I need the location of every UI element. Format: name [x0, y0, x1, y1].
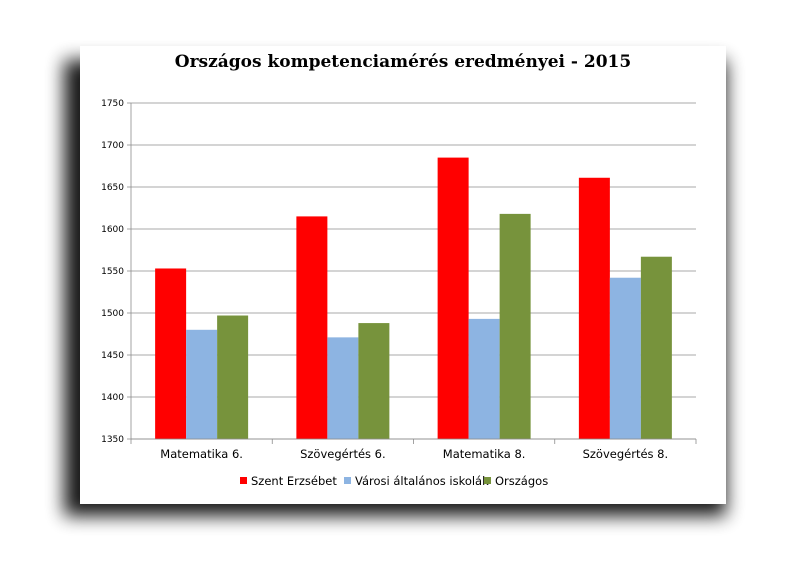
- y-tick-label: 1450: [101, 351, 124, 361]
- bar: [499, 213, 531, 439]
- y-tick-label: 1500: [101, 309, 124, 319]
- chart-title: Országos kompetenciamérés eredményei - 2…: [174, 52, 632, 72]
- x-axis: [130, 438, 697, 444]
- x-axis-labels: Matematika 6. Szövegértés 6. Matematika 8.…: [160, 447, 668, 461]
- y-axis-ticks: 1350 1400 1450 1500 1550 1600 1650 1700 1750: [101, 99, 132, 445]
- legend-label: Városi általános iskolák: [355, 474, 489, 488]
- bar: [186, 329, 218, 439]
- bars: [155, 157, 672, 439]
- x-tick-label: Matematika 8.: [443, 447, 526, 461]
- bar: [155, 268, 187, 439]
- bar: [609, 277, 641, 439]
- legend-swatch: [240, 477, 247, 484]
- legend-swatch: [344, 477, 351, 484]
- y-tick-label: 1550: [101, 267, 124, 277]
- legend-swatch: [484, 477, 491, 484]
- x-tick-label: Szövegértés 8.: [583, 447, 669, 461]
- bar: [640, 256, 672, 439]
- bar: [296, 216, 328, 439]
- bar: [578, 177, 610, 439]
- bar: [327, 337, 359, 439]
- y-tick-label: 1650: [101, 183, 124, 193]
- bar: [217, 315, 249, 439]
- y-tick-label: 1350: [101, 435, 124, 445]
- bar: [358, 323, 390, 439]
- y-tick-label: 1600: [101, 225, 124, 235]
- bar: [468, 318, 500, 439]
- x-tick-label: Matematika 6.: [160, 447, 243, 461]
- y-tick-label: 1750: [101, 99, 124, 109]
- legend-label: Szent Erzsébet: [251, 474, 337, 488]
- y-tick-label: 1400: [101, 393, 124, 403]
- y-tick-label: 1700: [101, 141, 124, 151]
- bar: [437, 157, 469, 439]
- x-tick-label: Szövegértés 6.: [300, 447, 386, 461]
- legend-label: Országos: [495, 474, 548, 488]
- legend: Szent Erzsébet Városi általános iskolák Or…: [240, 474, 548, 488]
